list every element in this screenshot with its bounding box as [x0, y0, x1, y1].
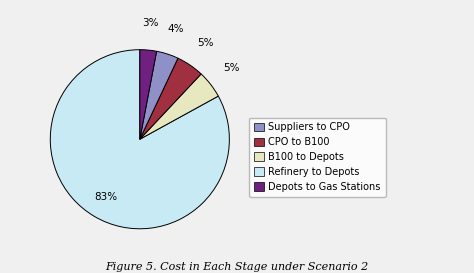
Text: 5%: 5%	[197, 38, 213, 48]
Wedge shape	[140, 50, 156, 139]
Text: 5%: 5%	[224, 63, 240, 73]
Wedge shape	[50, 50, 229, 229]
Text: 4%: 4%	[167, 23, 184, 34]
Text: 3%: 3%	[143, 18, 159, 28]
Text: Figure 5. Cost in Each Stage under Scenario 2: Figure 5. Cost in Each Stage under Scena…	[105, 262, 369, 272]
Wedge shape	[140, 58, 201, 139]
Wedge shape	[140, 51, 178, 139]
Text: 83%: 83%	[94, 192, 117, 202]
Wedge shape	[140, 74, 219, 139]
Legend: Suppliers to CPO, CPO to B100, B100 to Depots, Refinery to Depots, Depots to Gas: Suppliers to CPO, CPO to B100, B100 to D…	[249, 118, 386, 197]
